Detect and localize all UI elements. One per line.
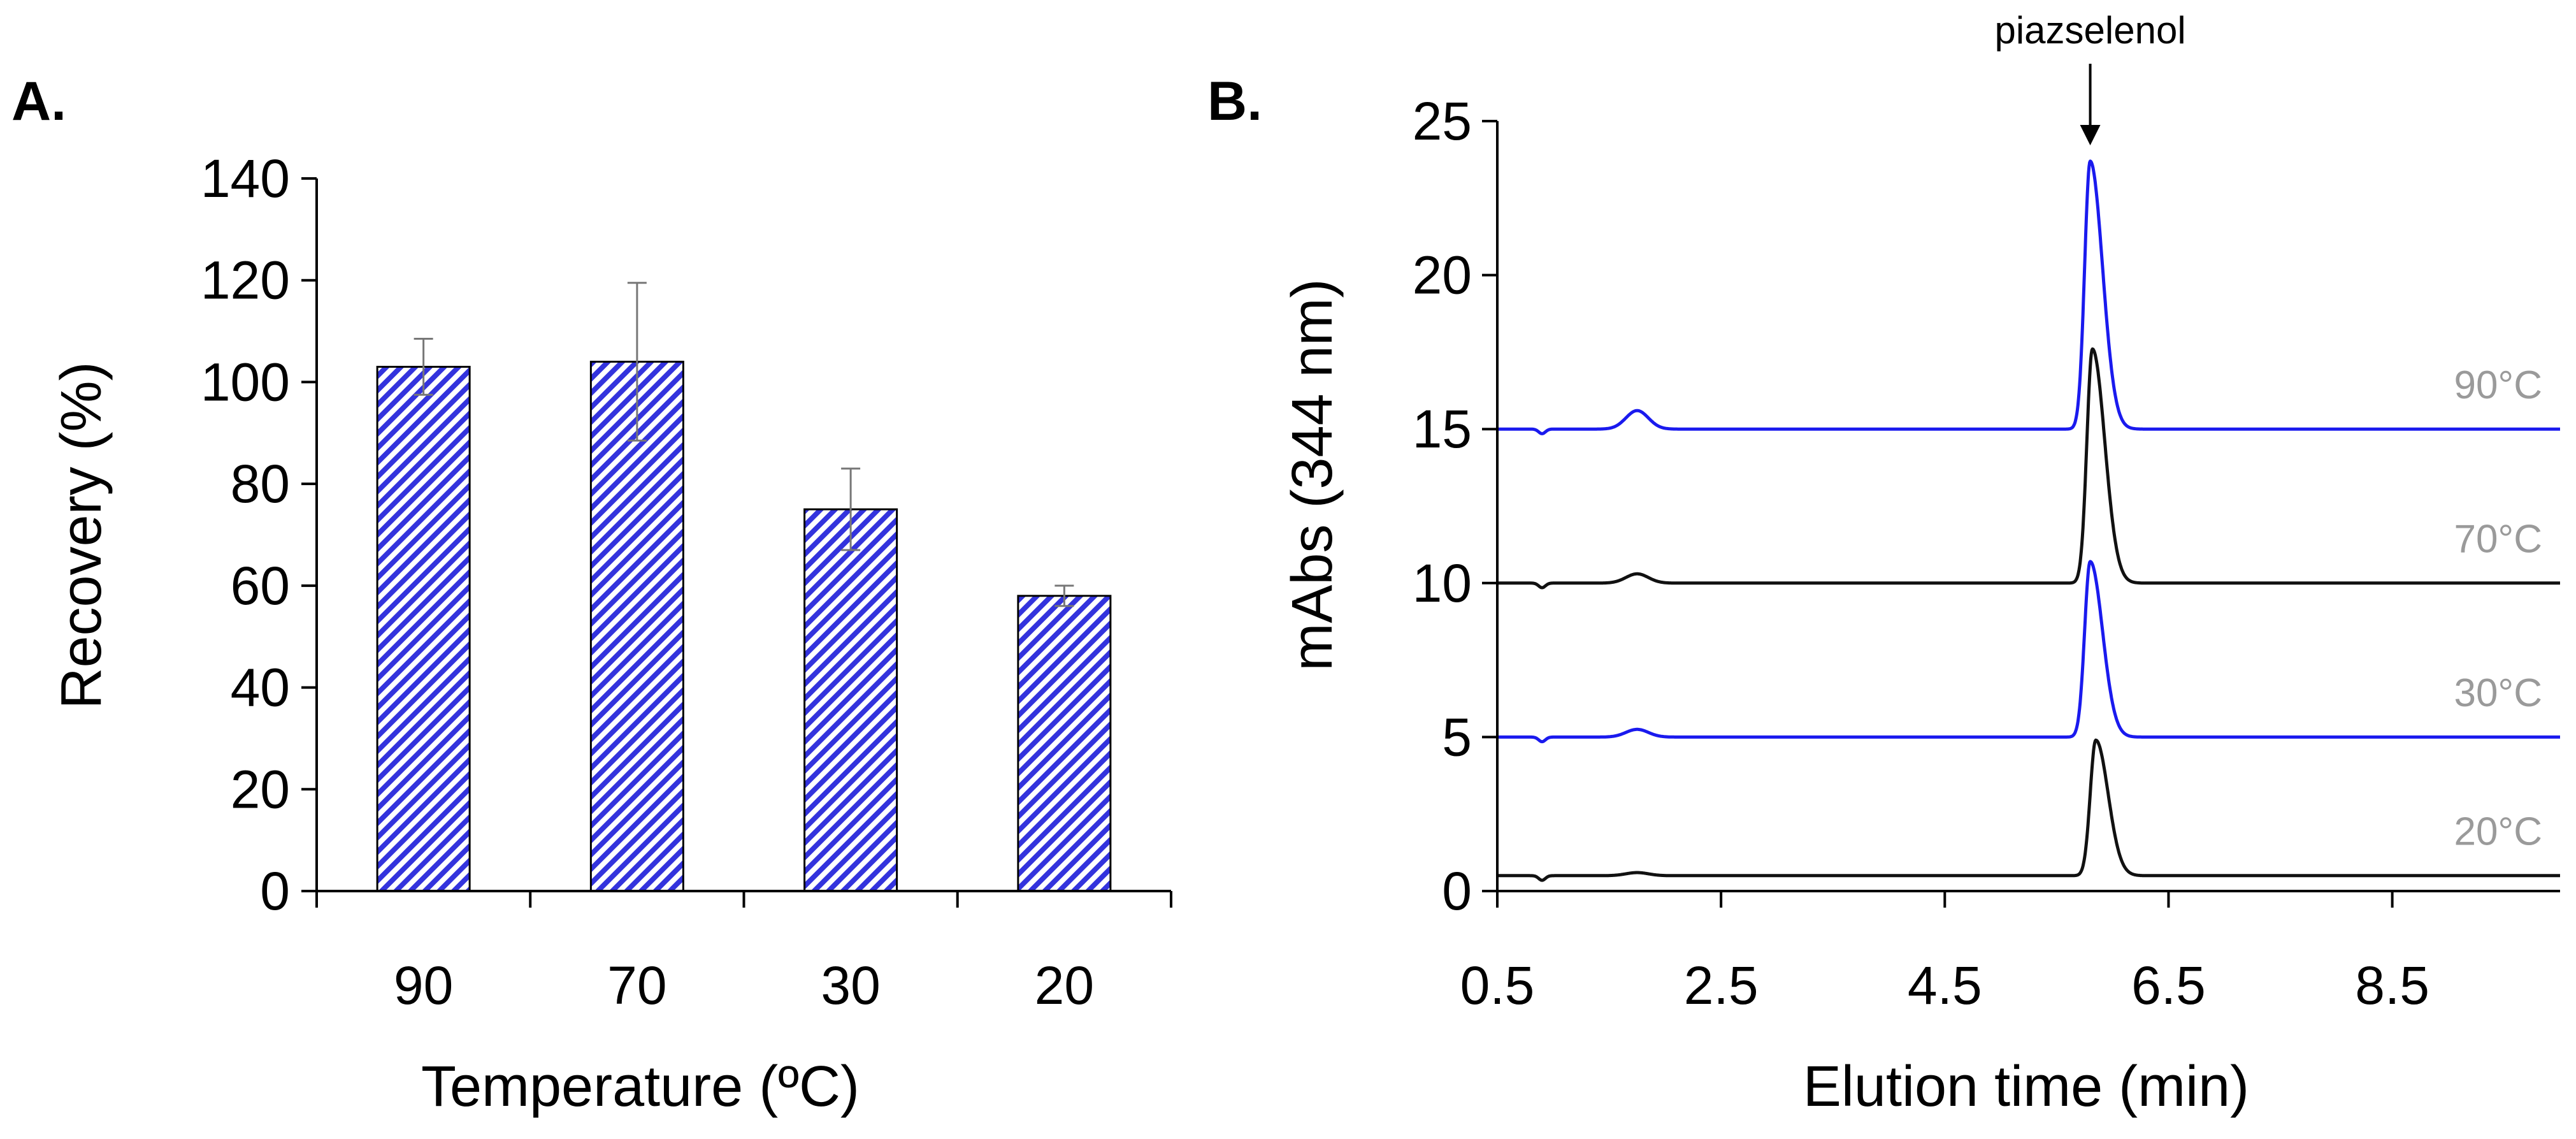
panel-a-y-tick-label: 60 [231,556,290,616]
panel-b-trace-label: 70°C [2454,517,2542,561]
panel-b-y-tick-label: 0 [1442,861,1472,921]
panel-a-x-ticks: 90 70 30 20 [315,891,1172,1015]
panel-b-x-ticks: 0.5 2.5 4.5 6.5 8.5 [1460,891,2429,1015]
panel-b-y-tick-label: 20 [1413,245,1472,305]
panel-b-x-tick-label: 8.5 [2355,955,2429,1015]
panel-a-y-tick-label: 40 [231,658,290,718]
panel-b-x-tick-label: 2.5 [1684,955,1759,1015]
panel-a-bar-chart: A. 0 20 40 60 80 100 120 140 90 70 30 20 Temperatu… [11,71,1172,1119]
panel-a-label: A. [11,71,66,132]
panel-b-x-axis-title: Elution time (min) [1803,1055,2249,1119]
panel-a-y-tick-label: 120 [201,250,290,310]
panel-a-y-tick-label: 20 [231,759,290,819]
panel-b-annotation: piazselenol [1994,9,2186,145]
panel-b-y-tick-label: 25 [1413,91,1472,151]
panel-a-y-tick-label: 80 [231,454,290,514]
panel-a-y-axis-title: Recovery (%) [50,361,113,709]
panel-a-bars [376,282,1112,892]
panel-b-trace-label: 30°C [2454,671,2542,715]
panel-b-chromatogram: B. 0 5 10 15 20 25 90°C 70°C 30°C 20°C 0.5 2.5 4.5… [1207,9,2561,1119]
panel-a-bar [376,365,471,892]
panel-b-y-tick-label: 10 [1413,553,1472,613]
panel-a-y-tick-label: 140 [201,149,290,208]
panel-b-trace [1496,738,2561,882]
panel-a-x-tick-label: 30 [821,955,880,1015]
panel-b-trace [1496,560,2561,744]
panel-b-x-tick-label: 6.5 [2131,955,2206,1015]
panel-b-y-tick-label: 5 [1442,707,1472,767]
panel-a-x-tick-label: 70 [607,955,666,1015]
panel-b-y-tick-label: 15 [1413,399,1472,459]
panel-b-y-axis-title: mAbs (344 nm) [1281,279,1344,671]
panel-b-trace [1496,159,2561,435]
panel-b-x-tick-label: 0.5 [1460,955,1535,1015]
panel-b-label: B. [1207,71,1262,132]
panel-b-annotation-label: piazselenol [1994,9,2185,52]
panel-a-y-ticks: 0 20 40 60 80 100 120 140 [201,149,317,921]
panel-a-bar [1017,595,1112,892]
panel-a-bar [803,508,898,892]
panel-a-x-axis-title: Temperature (ºC) [421,1055,860,1119]
panel-b-trace [1496,347,2561,590]
panel-b-y-ticks: 0 5 10 15 20 25 [1413,91,1497,921]
panel-a-x-tick-label: 90 [394,955,453,1015]
panel-a-bar [589,360,684,892]
panel-b-annotation-arrow-head [2080,125,2101,145]
panel-a-x-tick-label: 20 [1035,955,1094,1015]
panel-b-traces [1496,159,2561,882]
panel-b-trace-labels: 90°C 70°C 30°C 20°C [2454,363,2542,854]
panel-a-y-tick-label: 0 [260,861,290,921]
panel-b-trace-label: 90°C [2454,363,2542,407]
panel-b-x-tick-label: 4.5 [1908,955,1982,1015]
panel-a-y-tick-label: 100 [201,352,290,412]
panel-b-trace-label: 20°C [2454,810,2542,854]
